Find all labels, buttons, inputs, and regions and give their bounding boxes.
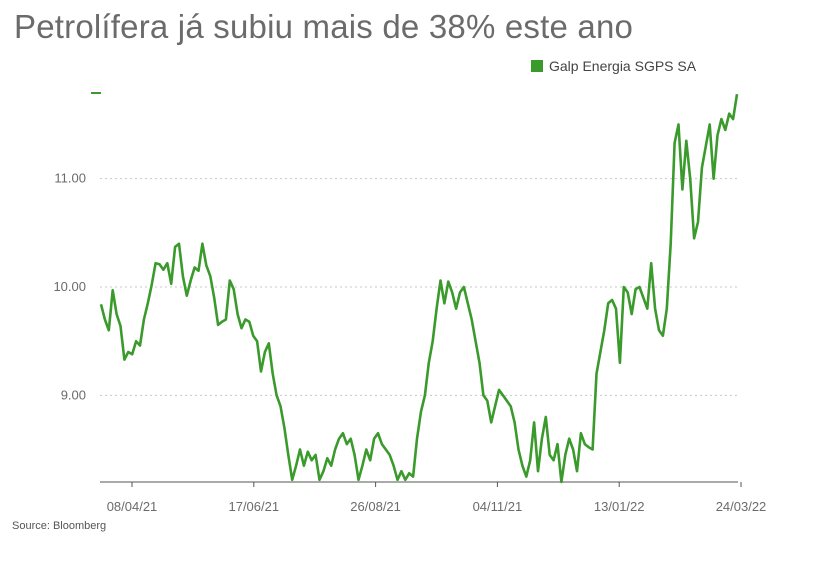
legend-swatch xyxy=(531,60,543,72)
legend-label: Galp Energia SGPS SA xyxy=(549,58,697,74)
x-tick-label: 17/06/21 xyxy=(228,499,279,514)
x-tick-label: 08/04/21 xyxy=(107,499,158,514)
y-tick-label: 9.00 xyxy=(61,387,86,402)
y-tick-label: 11.00 xyxy=(54,171,86,186)
x-tick-label: 04/11/21 xyxy=(473,499,523,514)
y-axis-ticks: 9.00 10.00 11.00 xyxy=(53,171,86,403)
series-line-galp xyxy=(99,93,739,484)
chart-title: Petrolífera já subiu mais de 38% este an… xyxy=(14,8,634,45)
x-tick-label: 13/01/22 xyxy=(594,499,645,514)
x-axis-ticks: 08/04/21 17/06/21 26/08/21 04/11/21 13/01/22… xyxy=(107,482,767,514)
grid-lines xyxy=(100,178,738,396)
x-tick-label: 26/08/21 xyxy=(350,499,401,514)
source-note: Source: Bloomberg xyxy=(12,520,107,532)
x-tick-label: 24/03/22 xyxy=(716,499,767,514)
y-tick-label: 10.00 xyxy=(53,279,86,294)
legend: Galp Energia SGPS SA xyxy=(531,58,696,74)
